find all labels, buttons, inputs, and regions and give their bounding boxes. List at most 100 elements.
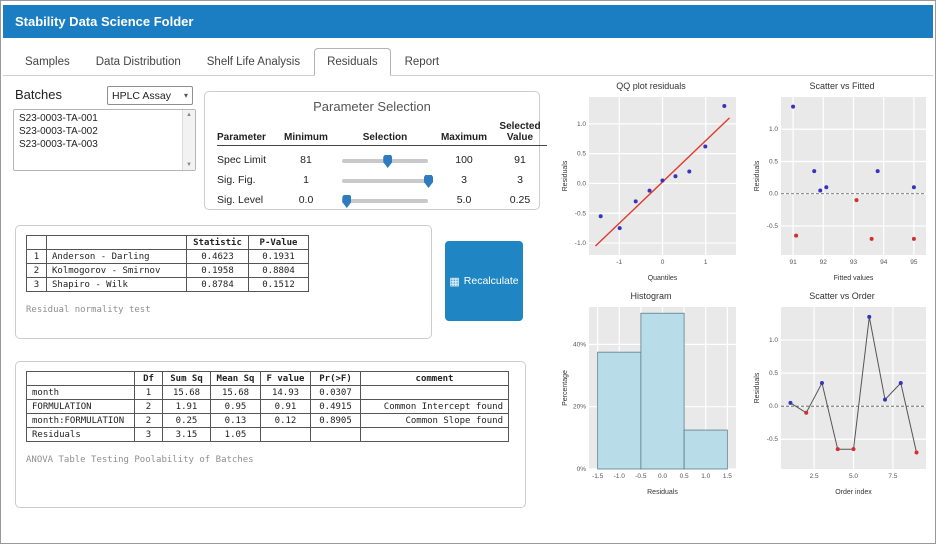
batches-heading: Batches — [15, 87, 62, 102]
scatter-vs-order-title: Scatter vs Order — [809, 291, 875, 301]
table-cell: Common Intercept found — [360, 399, 509, 414]
svg-text:Residuals: Residuals — [754, 160, 761, 191]
histogram-svg: -1.5 -1.0 -0.5 0.0 0.5 1.0 1.5 0% 20% 40% Residual… — [562, 307, 736, 496]
param-selected-value: 3 — [517, 174, 523, 186]
table-header-cell — [46, 235, 187, 250]
table-cell: 0.1958 — [186, 263, 249, 278]
titlebar: Stability Data Science Folder — [3, 5, 933, 38]
scroll-down-icon[interactable]: ▼ — [186, 162, 192, 168]
slider-handle-sig-fig-[interactable] — [424, 175, 433, 188]
normality-caption: Residual normality test — [26, 305, 151, 315]
table-cell: Kolmogorov - Smirnov — [46, 263, 187, 278]
listbox-scrollbar[interactable]: ▲ ▼ — [182, 110, 195, 170]
slider-handle-sig-level[interactable] — [342, 195, 352, 208]
svg-text:7.5: 7.5 — [888, 473, 897, 480]
svg-text:92: 92 — [820, 259, 828, 266]
svg-text:-1.0: -1.0 — [614, 473, 626, 480]
svg-text:1: 1 — [704, 259, 708, 266]
svg-text:0.5: 0.5 — [769, 158, 778, 165]
list-item[interactable]: S23-0003-TA-002 — [19, 126, 98, 137]
scatter-vs-fitted-svg: 91 92 93 94 95 -0.5 0.0 0.5 1.0 Fitted values Resi… — [754, 97, 926, 282]
svg-text:0%: 0% — [577, 466, 587, 473]
window-title: Stability Data Science Folder — [15, 14, 194, 29]
param-minimum: 1 — [303, 174, 309, 186]
svg-text:0.5: 0.5 — [769, 370, 778, 377]
tab-data-distribution[interactable]: Data Distribution — [95, 56, 181, 68]
table-cell: Anderson - Darling — [46, 249, 187, 264]
svg-text:Quantiles: Quantiles — [648, 275, 678, 282]
table-cell: 0.95 — [210, 399, 261, 414]
tab-residuals[interactable]: Residuals — [314, 48, 391, 76]
scatter-vs-order-chart: Scatter vs Order 2.5 5.0 7.5 -0.5 0.0 0.5 1.0 O… — [751, 291, 933, 503]
svg-text:0.0: 0.0 — [577, 180, 586, 187]
svg-text:Order index: Order index — [835, 489, 872, 496]
table-cell: 1 — [134, 385, 163, 400]
svg-text:91: 91 — [789, 259, 797, 266]
table-cell: 3 — [26, 277, 47, 292]
svg-text:0.5: 0.5 — [577, 151, 586, 158]
svg-text:0.0: 0.0 — [769, 191, 778, 198]
slider-sig-level[interactable] — [342, 195, 428, 208]
param-header: Parameter — [217, 132, 277, 146]
svg-text:-1.0: -1.0 — [575, 240, 587, 247]
normality-panel: Statistic P-Value 1 Anderson - Darling 0.462… — [15, 225, 432, 339]
anova-panel: Df Sum Sq Mean Sq F value Pr(>F) comment month… — [15, 361, 526, 508]
assay-dropdown-value: HPLC Assay — [112, 89, 171, 102]
table-cell: 0.12 — [260, 413, 311, 428]
svg-text:Fitted values: Fitted values — [834, 275, 874, 282]
anova-caption: ANOVA Table Testing Poolability of Batch… — [26, 455, 254, 465]
svg-text:0: 0 — [661, 259, 665, 266]
svg-text:-0.5: -0.5 — [635, 473, 647, 480]
svg-text:1.0: 1.0 — [769, 126, 778, 133]
svg-text:0.0: 0.0 — [769, 403, 778, 410]
param-selected-value: 0.25 — [509, 194, 531, 206]
param-maximum: 100 — [455, 154, 473, 166]
slider-spec-limit[interactable] — [342, 155, 428, 168]
table-cell: 3 — [134, 427, 163, 442]
table-cell: 15.68 — [210, 385, 261, 400]
scroll-up-icon[interactable]: ▲ — [186, 112, 192, 118]
histogram-title: Histogram — [630, 291, 672, 301]
svg-text:1.0: 1.0 — [577, 121, 586, 128]
param-minimum: 0.0 — [298, 194, 314, 206]
parameter-selection-title: Parameter Selection — [313, 99, 431, 114]
table-cell: 0.8784 — [186, 277, 249, 292]
slider-handle-spec-limit[interactable] — [383, 155, 393, 168]
list-item[interactable]: S23-0003-TA-001 — [19, 113, 98, 124]
svg-text:-1: -1 — [616, 259, 622, 266]
svg-text:1.5: 1.5 — [723, 473, 732, 480]
table-cell: 0.13 — [210, 413, 261, 428]
svg-text:0.0: 0.0 — [658, 473, 667, 480]
table-cell: 1.91 — [162, 399, 211, 414]
table-header-cell: Sum Sq — [162, 371, 211, 386]
param-slider-cell — [335, 175, 435, 188]
anova-table: Df Sum Sq Mean Sq F value Pr(>F) comment month… — [26, 371, 509, 442]
tab-report[interactable]: Report — [404, 56, 440, 68]
table-cell: 2 — [26, 263, 47, 278]
assay-dropdown[interactable]: HPLC Assay ▾ — [107, 86, 193, 105]
table-header-cell: F value — [260, 371, 311, 386]
qq-plot-title: QQ plot residuals — [616, 81, 686, 91]
table-cell: 0.8905 — [310, 413, 361, 428]
param-header: Selected Value — [493, 121, 547, 146]
tab-shelf-life-analysis[interactable]: Shelf Life Analysis — [206, 56, 301, 68]
table-cell: month:FORMULATION — [26, 413, 135, 428]
parameter-selection-panel: Parameter Selection Parameter Minimum Sele… — [204, 91, 547, 210]
recalculate-button[interactable]: ▦ Recalculate — [445, 241, 523, 321]
table-cell: 15.68 — [162, 385, 211, 400]
table-header-cell — [26, 371, 135, 386]
svg-text:Residuals: Residuals — [754, 372, 761, 403]
table-row: 1 Anderson - Darling 0.4623 0.1931 — [26, 249, 309, 264]
table-row: Residuals 3 3.15 1.05 — [26, 427, 509, 442]
list-item[interactable]: S23-0003-TA-003 — [19, 139, 98, 150]
svg-text:5.0: 5.0 — [849, 473, 858, 480]
table-cell — [360, 427, 509, 442]
svg-text:-0.5: -0.5 — [767, 223, 779, 230]
table-row: FORMULATION 2 1.91 0.95 0.91 0.4915 Common Int… — [26, 399, 509, 414]
slider-sig-fig-[interactable] — [342, 175, 433, 188]
tab-samples[interactable]: Samples — [25, 56, 70, 68]
param-name: Spec Limit — [217, 154, 267, 166]
batch-listbox[interactable]: S23-0003-TA-001 S23-0003-TA-002 S23-0003-T… — [13, 109, 196, 171]
param-maximum: 5.0 — [456, 194, 472, 206]
table-cell: 0.4623 — [186, 249, 249, 264]
